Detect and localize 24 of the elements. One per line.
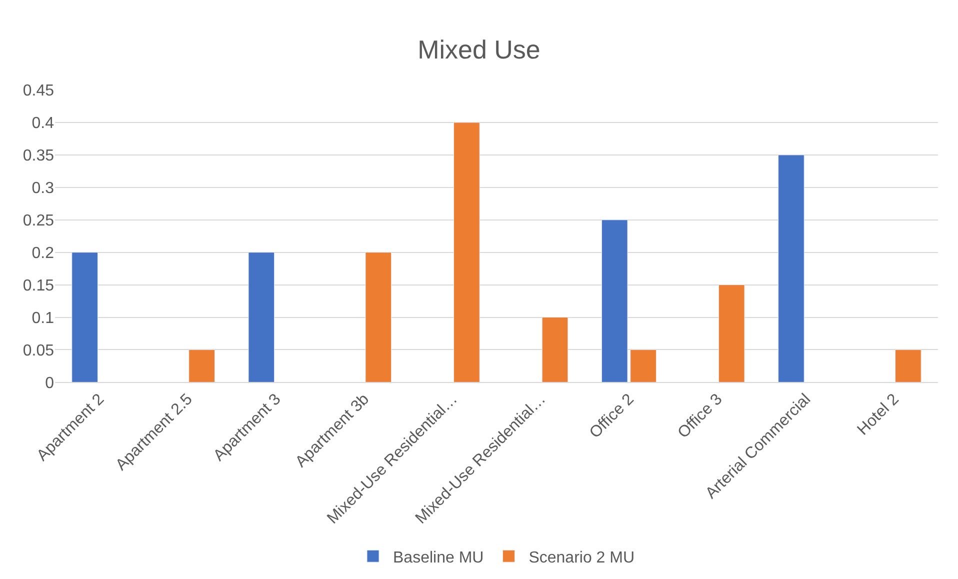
y-tick-label: 0.35 [22,148,54,165]
bar [601,220,628,382]
bar [454,122,480,382]
chart-title: Mixed Use [418,34,540,65]
y-tick-label: 0.25 [22,212,54,230]
y-tick-label: 0.45 [22,82,54,100]
y-tick-label: 0.2 [32,244,54,262]
bar [542,317,568,382]
y-tick-label: 0.4 [32,115,54,132]
bar [365,252,392,382]
legend-label: Scenario 2 MU [528,549,635,566]
y-tick-label: 0.05 [22,342,54,360]
bar [72,252,98,382]
bar [248,252,275,382]
bar [630,349,656,382]
bar [778,154,804,382]
bar [895,349,922,382]
y-tick-label: 0 [45,374,54,392]
y-tick-label: 0.3 [32,180,54,197]
bar [188,349,215,382]
y-tick-label: 0.1 [32,310,54,327]
bar [718,284,745,382]
legend-label: Baseline MU [393,549,484,566]
y-tick-label: 0.15 [22,277,54,294]
